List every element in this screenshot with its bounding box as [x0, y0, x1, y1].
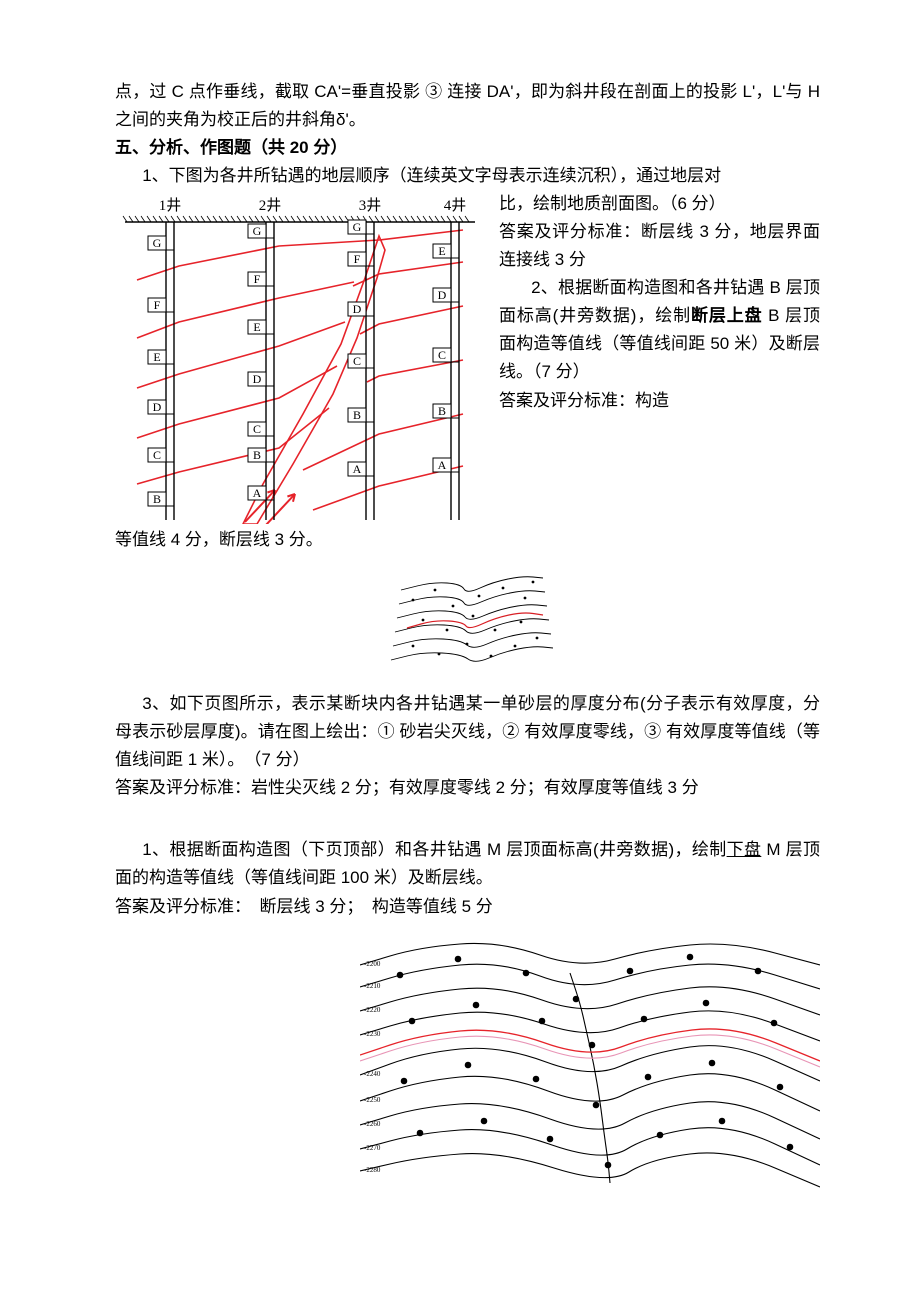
- svg-text:C: C: [253, 422, 261, 436]
- spacer: [115, 824, 820, 836]
- svg-text:D: D: [153, 400, 162, 414]
- svg-text:-2230: -2230: [364, 1030, 381, 1038]
- svg-text:A: A: [253, 486, 262, 500]
- q1b-pre: 1、根据断面构造图（下页顶部）和各井钻遇 M 层顶面标高(井旁数据)，绘制: [142, 840, 726, 859]
- svg-text:-2250: -2250: [364, 1096, 381, 1104]
- svg-text:G: G: [153, 236, 162, 250]
- svg-text:-2280: -2280: [364, 1166, 381, 1174]
- section-5-title: 五、分析、作图题（共 20 分）: [115, 134, 820, 162]
- svg-text:B: B: [153, 492, 161, 506]
- svg-text:-2260: -2260: [364, 1120, 381, 1128]
- q1b-underline: 下盘: [727, 840, 762, 859]
- svg-text:D: D: [253, 372, 262, 386]
- svg-text:-2200: -2200: [364, 960, 381, 968]
- svg-text:G: G: [353, 220, 362, 234]
- svg-text:F: F: [354, 252, 361, 266]
- intro-paragraph: 点，过 C 点作垂线，截取 CA'=垂直投影 ③ 连接 DA'，即为斜井段在剖面…: [115, 78, 820, 134]
- svg-text:F: F: [254, 272, 261, 286]
- svg-text:D: D: [353, 302, 362, 316]
- well-section-diagram: 1井GFEDCB2井GFEDCBA3井GFDCBA4井EDCBA: [115, 194, 485, 524]
- svg-text:F: F: [154, 298, 161, 312]
- q1b-answer: 答案及评分标准： 断层线 3 分； 构造等值线 5 分: [115, 893, 820, 921]
- svg-text:A: A: [353, 462, 362, 476]
- svg-text:G: G: [253, 224, 262, 238]
- svg-text:C: C: [353, 354, 361, 368]
- q3-paragraph: 3、如下页图所示，表示某断块内各井钻遇某一单砂层的厚度分布(分子表示有效厚度，分…: [115, 690, 820, 774]
- svg-text:B: B: [438, 404, 446, 418]
- q1-lead: 1、下图为各井所钻遇的地层顺序（连续英文字母表示连续沉积），通过地层对: [115, 162, 820, 190]
- svg-text:-2210: -2210: [364, 982, 381, 990]
- svg-text:3井: 3井: [359, 197, 382, 214]
- svg-text:C: C: [153, 448, 161, 462]
- svg-text:1井: 1井: [159, 197, 182, 214]
- q1b-paragraph: 1、根据断面构造图（下页顶部）和各井钻遇 M 层顶面标高(井旁数据)，绘制下盘 …: [115, 836, 820, 892]
- q2-bold: 断层上盘: [691, 306, 763, 325]
- q3-answer: 答案及评分标准：岩性尖灭线 2 分；有效厚度零线 2 分；有效厚度等值线 3 分: [115, 774, 820, 802]
- svg-text:E: E: [153, 350, 160, 364]
- svg-text:-2220: -2220: [364, 1006, 381, 1014]
- svg-text:C: C: [438, 348, 446, 362]
- contour-large-diagram: -2200 -2210 -2220 -2230 -2240 -2250 -2260 -2270…: [360, 925, 820, 1205]
- svg-text:A: A: [438, 458, 447, 472]
- q2-answer-2: 等值线 4 分，断层线 3 分。: [115, 526, 820, 554]
- spacer: [115, 802, 820, 824]
- svg-text:-2240: -2240: [364, 1070, 381, 1078]
- svg-text:B: B: [353, 408, 361, 422]
- svg-text:4井: 4井: [444, 197, 467, 214]
- svg-text:-2270: -2270: [364, 1144, 381, 1152]
- svg-text:2井: 2井: [259, 197, 282, 214]
- svg-text:D: D: [438, 288, 447, 302]
- contour-small-diagram: [383, 560, 553, 680]
- svg-text:E: E: [438, 244, 445, 258]
- svg-text:B: B: [253, 448, 261, 462]
- svg-text:E: E: [253, 320, 260, 334]
